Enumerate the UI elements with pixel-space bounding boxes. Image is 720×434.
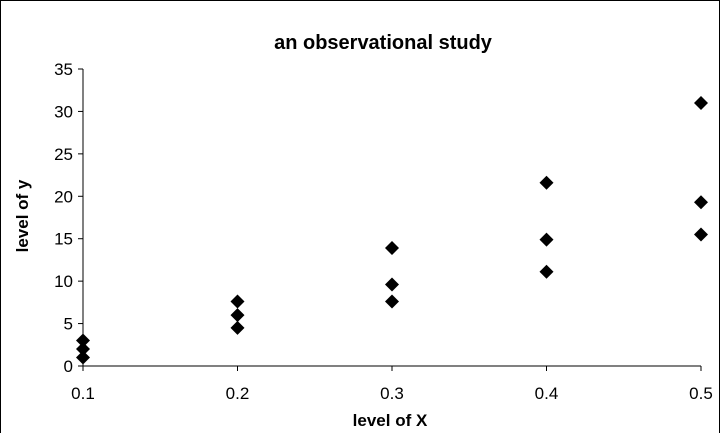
data-point: [76, 333, 90, 348]
y-tick-label: 35: [54, 60, 73, 79]
x-axis-label: level of X: [353, 411, 428, 430]
data-point: [76, 350, 90, 365]
data-point: [694, 95, 708, 110]
data-markers: [76, 95, 708, 365]
data-point: [230, 320, 245, 335]
y-tick-label: 5: [64, 315, 73, 334]
x-tick-label: 0.3: [380, 384, 404, 403]
y-axis-label: level of y: [13, 179, 32, 252]
x-tick-label: 0.5: [689, 384, 713, 403]
y-tick-label: 25: [54, 145, 73, 164]
data-point: [539, 264, 554, 279]
data-point: [694, 227, 708, 242]
y-tick-label: 0: [64, 357, 73, 376]
data-point: [539, 232, 554, 247]
data-point: [230, 308, 245, 323]
y-tick-label: 30: [54, 102, 73, 121]
data-point: [385, 241, 399, 256]
data-point: [230, 294, 245, 309]
axis-ticks: 0 5 10 15 20 25 30 35 0.1 0.2 0.3 0.4 0.5: [54, 60, 713, 403]
y-tick-label: 10: [54, 272, 73, 291]
chart-title: an observational study: [274, 32, 493, 54]
y-tick-label: 20: [54, 187, 73, 206]
data-point: [76, 342, 90, 357]
x-tick-label: 0.1: [71, 384, 95, 403]
x-tick-label: 0.2: [226, 384, 250, 403]
data-point: [385, 277, 399, 292]
data-point: [539, 175, 554, 190]
data-point: [694, 195, 708, 210]
x-tick-label: 0.4: [535, 384, 559, 403]
y-tick-label: 15: [54, 230, 73, 249]
data-point: [385, 294, 399, 309]
